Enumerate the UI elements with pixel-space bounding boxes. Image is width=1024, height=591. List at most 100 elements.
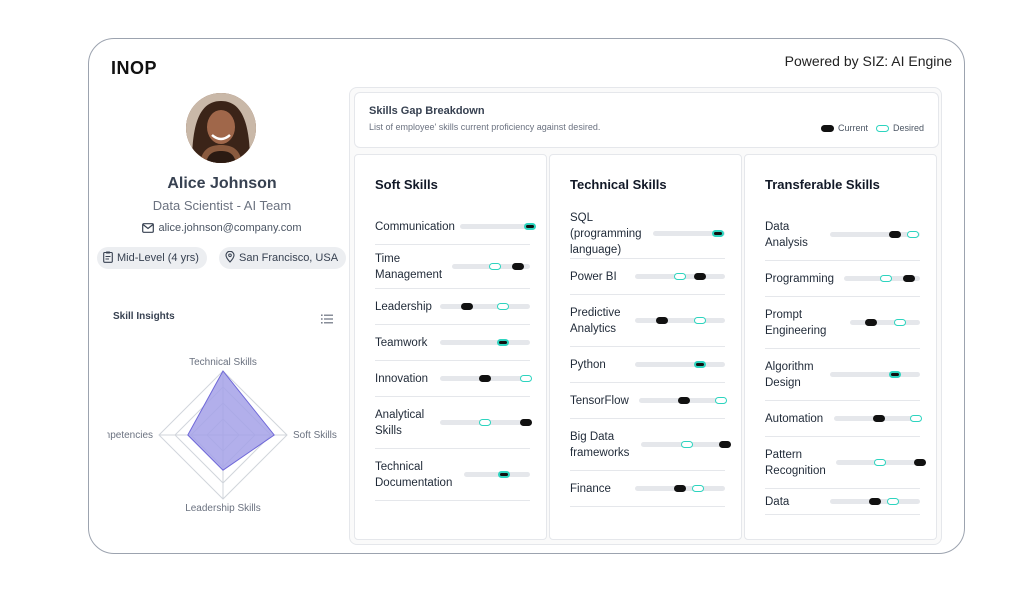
proficiency-track: [850, 319, 920, 326]
skills-gap-subtitle: List of employee' skills current profici…: [369, 122, 601, 132]
skill-label: Analytical Skills: [375, 408, 425, 437]
desired-marker: [681, 441, 694, 448]
level-badge: Mid-Level (4 yrs): [97, 247, 207, 269]
skill-radar-chart: Technical Skills Soft Skills Leadership Sk…: [89, 357, 347, 517]
skill-row: Pattern Recognition: [765, 437, 926, 489]
desired-marker: [714, 397, 727, 404]
desired-marker: [524, 223, 536, 230]
proficiency-track: [635, 317, 725, 324]
proficiency-track: [440, 375, 532, 382]
skill-label: SQL (programming language): [570, 211, 642, 256]
list-icon[interactable]: [321, 311, 333, 329]
radar-series-area: [187, 370, 275, 471]
skill-label: Time Management: [375, 252, 443, 281]
skill-label: Technical Documentation: [375, 460, 453, 489]
proficiency-track: [830, 498, 920, 505]
transferable-skills-column: Transferable Skills Data Analysis Program…: [744, 154, 937, 540]
skill-label: Big Data frameworks: [570, 430, 630, 459]
skill-row: Leadership: [375, 289, 530, 325]
desired-marker: [879, 275, 892, 282]
proficiency-track: [635, 273, 725, 280]
profile-role: Data Scientist - AI Team: [152, 198, 292, 213]
current-marker: [719, 441, 731, 448]
legend-current-swatch: [820, 124, 834, 132]
level-text: Mid-Level (4 yrs): [117, 252, 199, 264]
current-marker: [674, 485, 686, 492]
skills-gap-panel: Skills Gap Breakdown List of employee' s…: [349, 87, 942, 545]
skill-label: Data Analysis: [765, 220, 808, 249]
profile-name: Alice Johnson: [167, 175, 277, 192]
skill-label: Algorithm Design: [765, 360, 814, 389]
skill-label: Leadership: [375, 300, 432, 313]
technical-skills-column: Technical Skills SQL (programming langua…: [549, 154, 742, 540]
desired-marker: [693, 317, 706, 324]
proficiency-track: [830, 371, 920, 378]
proficiency-track: [440, 339, 530, 346]
proficiency-track: [635, 361, 725, 368]
skill-row: Algorithm Design: [765, 349, 920, 401]
current-marker: [512, 263, 525, 270]
skill-row: Teamwork: [375, 325, 530, 361]
clipboard-icon: [103, 249, 113, 271]
skill-row: Time Management: [375, 245, 530, 289]
proficiency-track: [653, 230, 725, 237]
skill-label: TensorFlow: [570, 394, 629, 407]
skill-label: Python: [570, 358, 606, 371]
legend: Current Desired: [820, 123, 924, 133]
current-marker: [914, 459, 926, 466]
brand-logo: INOP: [111, 58, 158, 78]
desired-marker: [479, 419, 491, 426]
skill-list: Communication Time Management Leadership Te…: [375, 209, 536, 501]
radar-axis-label: Technical Skills: [189, 357, 257, 368]
current-marker: [872, 415, 885, 422]
proficiency-track: [440, 419, 532, 426]
current-marker: [479, 375, 491, 382]
soft-skills-column: Soft Skills Communication Time Management…: [354, 154, 547, 540]
profile-email[interactable]: alice.johnson@company.com: [89, 222, 355, 236]
skill-label: Power BI: [570, 270, 617, 283]
skill-label: Programming: [765, 272, 835, 285]
current-marker: [656, 317, 668, 324]
desired-marker: [887, 498, 899, 505]
proficiency-track: [836, 459, 926, 466]
skill-row: Data: [765, 489, 920, 515]
skill-row: Technical Documentation: [375, 449, 530, 501]
skill-label: Data: [765, 495, 790, 508]
skill-row: Automation: [765, 401, 922, 437]
legend-desired-label: Desired: [892, 123, 924, 133]
skill-row: Python: [570, 347, 725, 383]
proficiency-track: [440, 303, 530, 310]
proficiency-track: [635, 485, 725, 492]
desired-marker: [488, 263, 501, 270]
skill-list: SQL (programming language) Power BI Predic…: [570, 209, 731, 507]
skill-row: Finance: [570, 471, 725, 507]
proficiency-track: [464, 471, 530, 478]
skill-insights-title: Skill Insights: [113, 311, 175, 322]
skill-row: Programming: [765, 261, 920, 297]
current-marker: [869, 498, 881, 505]
skills-gap-title: Skills Gap Breakdown: [369, 105, 485, 117]
proficiency-track: [844, 275, 920, 282]
skill-label: Pattern Recognition: [765, 448, 826, 477]
legend-current-label: Current: [837, 123, 868, 133]
skill-row: Innovation: [375, 361, 532, 397]
skill-label: Predictive Analytics: [570, 306, 621, 335]
proficiency-track: [641, 441, 731, 448]
desired-marker: [497, 471, 510, 478]
desired-marker: [873, 459, 886, 466]
legend-desired-swatch: [875, 124, 889, 132]
skill-label: Innovation: [375, 372, 429, 385]
skill-row: Data Analysis: [765, 209, 920, 261]
powered-by-label: Powered by SIZ: AI Engine: [784, 53, 952, 69]
desired-marker: [894, 319, 907, 326]
desired-marker: [497, 339, 509, 346]
proficiency-track: [639, 397, 727, 404]
desired-marker: [692, 485, 704, 492]
skill-row: Predictive Analytics: [570, 295, 725, 347]
desired-marker: [906, 231, 919, 238]
proficiency-track: [830, 231, 920, 238]
desired-marker: [888, 371, 901, 378]
email-text: alice.johnson@company.com: [158, 222, 302, 234]
location-text: San Francisco, USA: [239, 252, 339, 264]
proficiency-track: [460, 223, 536, 230]
